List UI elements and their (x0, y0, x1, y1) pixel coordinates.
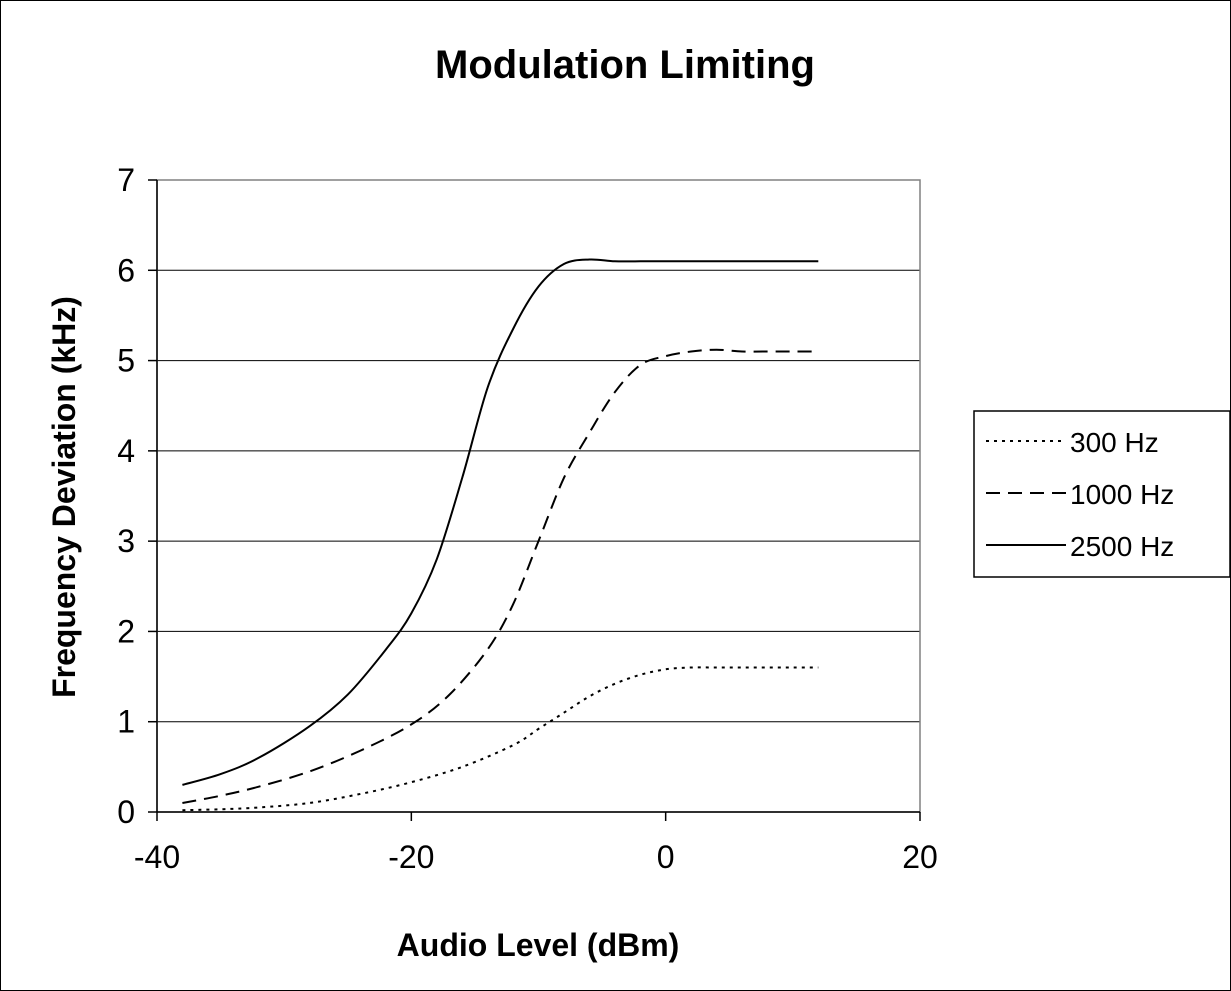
legend-label-2500-hz: 2500 Hz (1070, 531, 1174, 562)
y-tick-label: 3 (117, 523, 135, 559)
y-tick-label: 2 (117, 613, 135, 649)
x-tick-label: -40 (134, 839, 180, 875)
x-tick-label: -20 (388, 839, 434, 875)
y-tick-label: 5 (117, 343, 135, 379)
x-axis-label: Audio Level (dBm) (397, 927, 680, 963)
y-tick-label: 0 (117, 794, 135, 830)
x-tick-label: 0 (657, 839, 675, 875)
legend-label-1000-hz: 1000 Hz (1070, 479, 1174, 510)
y-tick-label: 6 (117, 252, 135, 288)
x-tick-label: 20 (902, 839, 938, 875)
plot-area: 0 1 2 3 4 5 6 7 -40 -20 0 20 (117, 162, 938, 875)
y-tick-label: 1 (117, 704, 135, 740)
series-line-300-hz (182, 666, 819, 812)
y-tick-label: 7 (117, 162, 135, 198)
plot-border (156, 179, 921, 813)
series-line-1000-hz (182, 348, 819, 804)
chart-title: Modulation Limiting (435, 43, 815, 87)
y-axis-label: Frequency Deviation (kHz) (46, 296, 82, 698)
legend-label-300-hz: 300 Hz (1070, 427, 1159, 458)
y-tick-label: 4 (117, 433, 135, 469)
legend: 300 Hz 1000 Hz 2500 Hz (973, 410, 1231, 578)
series-line-2500-hz (182, 258, 819, 786)
